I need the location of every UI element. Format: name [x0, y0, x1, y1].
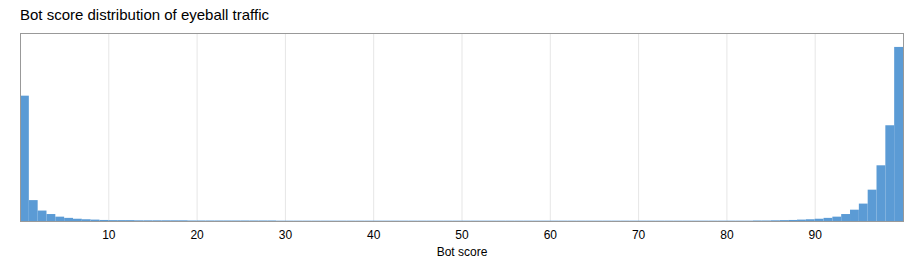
svg-text:80: 80	[720, 228, 734, 242]
svg-text:90: 90	[809, 228, 823, 242]
svg-text:70: 70	[632, 228, 646, 242]
svg-text:20: 20	[190, 228, 204, 242]
svg-text:10: 10	[102, 228, 116, 242]
svg-text:60: 60	[544, 228, 558, 242]
svg-text:Bot score: Bot score	[437, 245, 488, 259]
svg-text:30: 30	[279, 228, 293, 242]
svg-text:50: 50	[455, 228, 469, 242]
html-text:Bot score distribution of eyeb: Bot score distribution of eyeball traffi…	[20, 6, 269, 23]
svg-text:40: 40	[367, 228, 381, 242]
